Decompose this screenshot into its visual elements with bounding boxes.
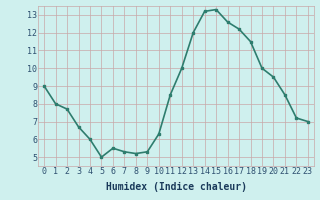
X-axis label: Humidex (Indice chaleur): Humidex (Indice chaleur)	[106, 182, 246, 192]
